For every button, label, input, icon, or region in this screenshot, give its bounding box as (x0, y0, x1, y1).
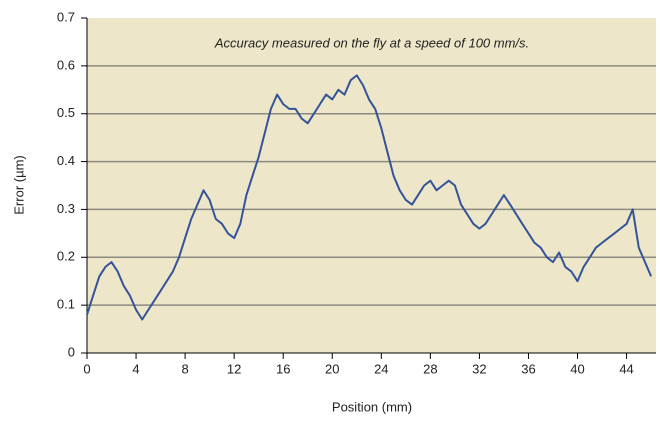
x-tick-label: 20 (325, 361, 339, 376)
y-tick-label: 0.4 (57, 153, 75, 168)
y-tick-label: 0.5 (57, 105, 75, 120)
x-tick-label: 16 (276, 361, 290, 376)
x-tick-label: 4 (132, 361, 139, 376)
y-tick-label: 0.2 (57, 249, 75, 264)
x-tick-label: 28 (423, 361, 437, 376)
x-tick-label: 44 (619, 361, 633, 376)
y-tick-label: 0.3 (57, 201, 75, 216)
x-tick-label: 12 (227, 361, 241, 376)
y-tick-label: 0.6 (57, 57, 75, 72)
x-tick-label: 0 (83, 361, 90, 376)
y-axis-label: Error (µm) (11, 155, 26, 214)
x-tick-label: 40 (570, 361, 584, 376)
x-tick-label: 24 (374, 361, 388, 376)
plot-area (87, 18, 656, 353)
data-line (86, 74, 653, 321)
x-tick-label: 32 (472, 361, 486, 376)
x-tick-label: 8 (181, 361, 188, 376)
x-tick-label: 36 (521, 361, 535, 376)
y-tick-label: 0.7 (57, 9, 75, 24)
annotation: Accuracy measured on the fly at a speed … (214, 35, 529, 50)
x-axis-label: Position (mm) (332, 399, 412, 414)
y-tick-label: 0 (68, 344, 75, 359)
y-tick-label: 0.1 (57, 297, 75, 312)
